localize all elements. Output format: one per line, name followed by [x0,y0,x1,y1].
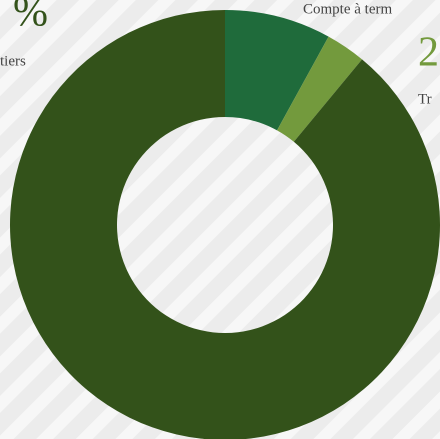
percent-label: 2 [418,30,439,76]
donut-slice [10,10,440,439]
donut-slice [225,10,329,131]
donut [10,10,440,439]
percent-label: % [13,0,48,36]
legend-label: tiers [0,53,26,69]
legend-label: Compte à term [303,1,392,17]
legend-label: Tr [418,91,432,107]
donut-slice [277,36,363,142]
